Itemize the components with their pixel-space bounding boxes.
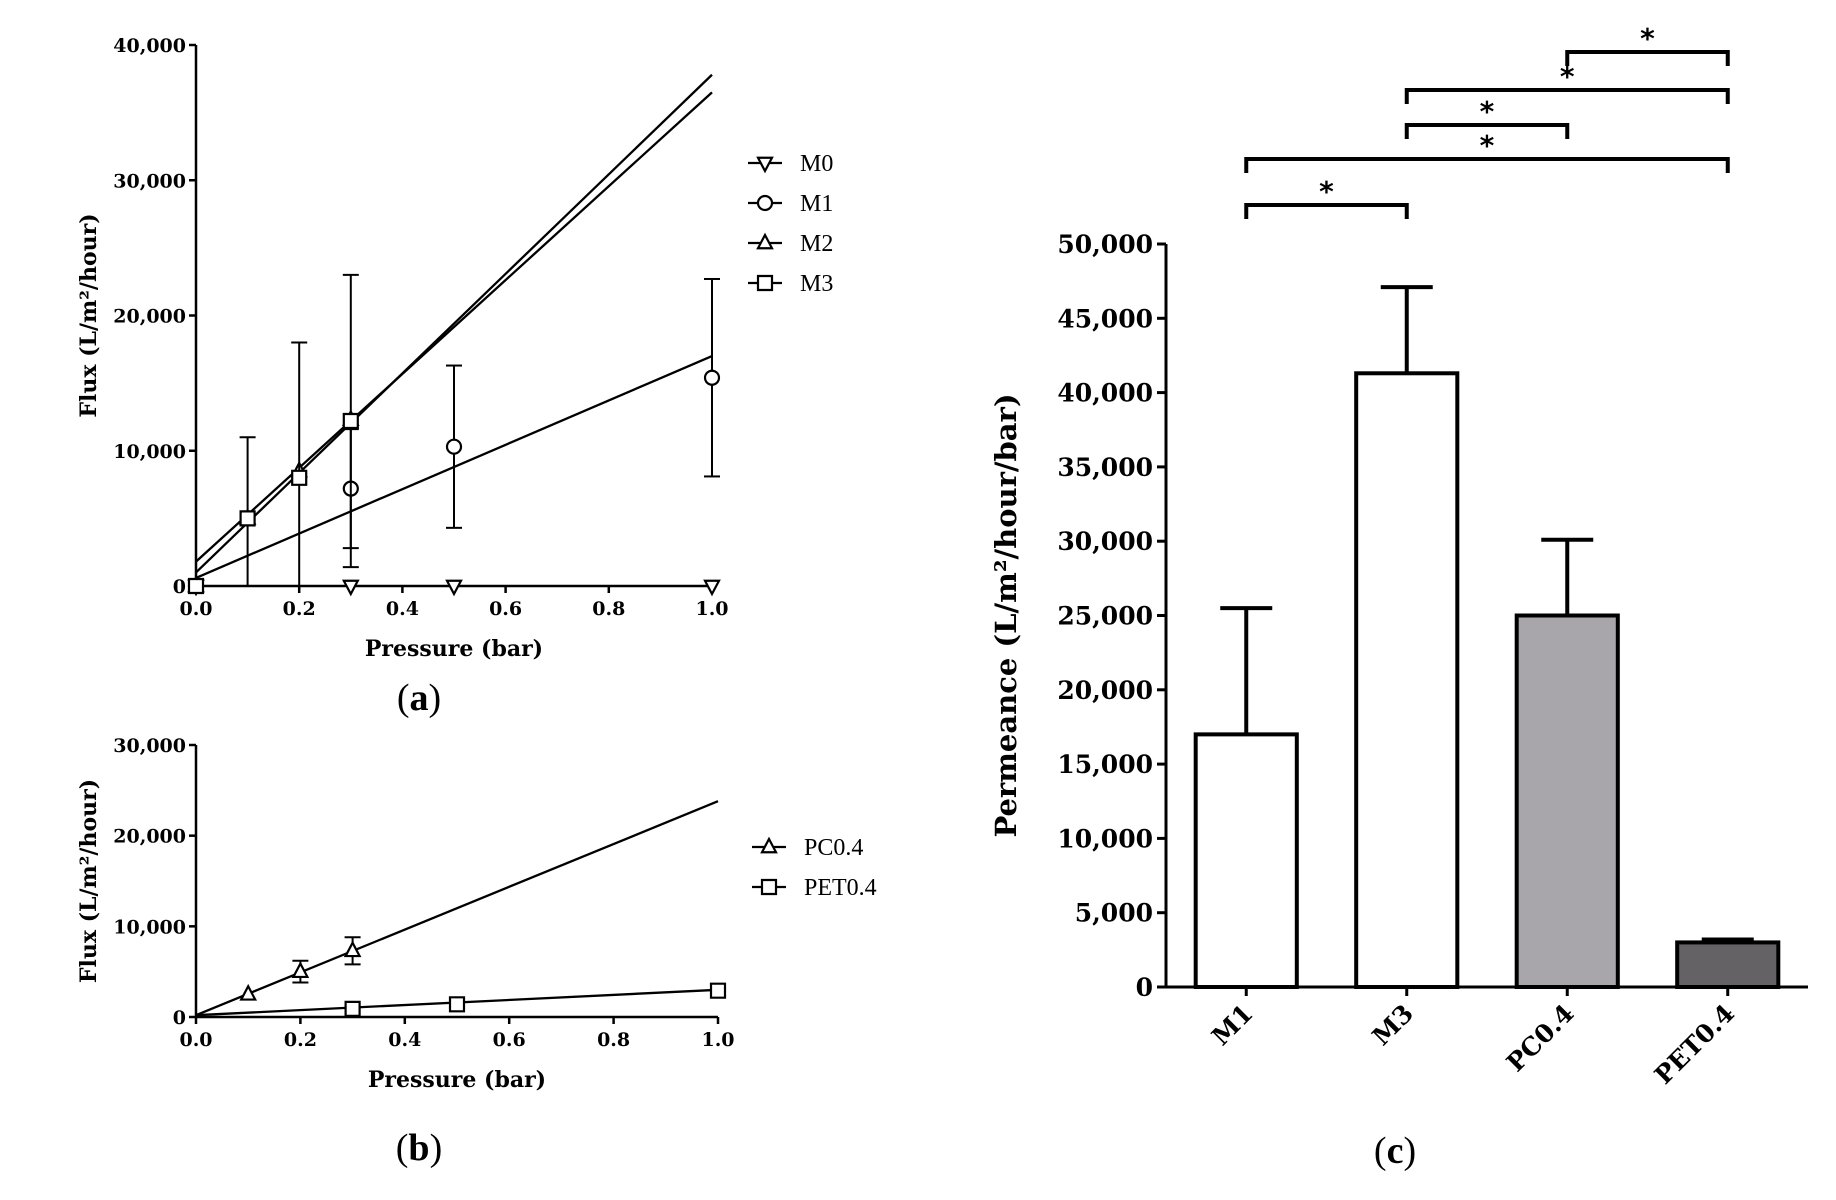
bar-PC0.4 (1514, 613, 1620, 989)
y-tick-label: 10,000 (1057, 824, 1153, 853)
fit-line-M2 (195, 91, 713, 563)
significance-bracket (1565, 50, 1730, 66)
legend-label-PC0.4: PC0.4 (804, 835, 863, 861)
data-point-M0 (445, 579, 463, 597)
y-tick-label: 30,000 (1057, 527, 1153, 556)
y-tick-label: 0 (173, 1007, 186, 1029)
significance-bracket (1244, 203, 1409, 219)
x-tick-label: 1.0 (695, 598, 728, 620)
data-point-M3 (342, 412, 359, 430)
y-tick-label: 0 (173, 576, 186, 598)
panel-c: 0 5,000 10,000 15,000 20,000 25,000 30,000 35,0… (989, 22, 1808, 1172)
bar-PET0.4 (1675, 940, 1781, 989)
y-tick-label: 50,000 (1057, 230, 1153, 259)
fit-line-PC0.4 (195, 800, 719, 1017)
significance-star: * (1640, 22, 1655, 55)
x-tick-label: 0.8 (597, 1029, 630, 1051)
x-tick-label: 0.2 (284, 1029, 317, 1051)
legend-label-M1: M1 (800, 191, 833, 217)
legend-label-M0: M0 (800, 151, 833, 177)
data-point-M0 (341, 579, 360, 597)
y-tick-label: 25,000 (1057, 602, 1153, 631)
x-tick-label-PET0.4: PET0.4 (1649, 999, 1740, 1090)
panel-b: 0 10,000 20,000 30,000 0.0 0.2 0.4 0.6 0.8 1.0 Pre… (76, 735, 877, 1169)
y-tick-label: 40,000 (1057, 379, 1153, 408)
x-tick-label-M1: M1 (1206, 999, 1258, 1051)
data-point-PET0.4 (709, 982, 727, 999)
bar-M3 (1354, 371, 1460, 990)
x-tick-label: 0.4 (388, 1029, 421, 1051)
data-point-M0 (703, 579, 721, 597)
y-axis-label: Permeance (L/m²/hour/bar) (989, 393, 1023, 837)
bar-M1 (1193, 732, 1299, 989)
panel-label: (c) (1374, 1130, 1416, 1172)
y-axis-label: Flux (L/m²/hour) (76, 213, 102, 417)
legend-marker (760, 878, 778, 896)
x-tick-label: 0.0 (179, 1029, 212, 1051)
data-point-PET0.4 (448, 996, 466, 1013)
panel-label: (b) (396, 1127, 442, 1169)
x-tick-label: 0.6 (493, 1029, 526, 1051)
x-tick-label: 0.6 (489, 598, 522, 620)
data-point-M3 (291, 469, 308, 486)
significance-star: * (1480, 129, 1495, 162)
legend-label-M3: M3 (800, 271, 833, 297)
legend-label-PET0.4: PET0.4 (804, 875, 877, 901)
x-axis-label: Pressure (bar) (368, 1067, 546, 1093)
y-tick-label: 40,000 (113, 35, 186, 57)
x-tick-label: 0.4 (386, 598, 419, 620)
x-axis-label: Pressure (bar) (365, 636, 543, 662)
legend-marker (756, 156, 774, 174)
y-tick-label: 20,000 (113, 306, 186, 328)
y-tick-label: 5,000 (1075, 899, 1153, 928)
legend-marker (756, 194, 774, 212)
significance-bracket (1404, 88, 1730, 104)
legend-marker (756, 232, 774, 250)
data-point-PC0.4 (239, 983, 258, 1001)
x-tick-label-PC0.4: PC0.4 (1501, 999, 1580, 1078)
y-tick-label: 30,000 (113, 170, 186, 192)
y-tick-label: 0 (1136, 973, 1153, 1002)
fit-line-M3 (195, 73, 713, 574)
x-tick-label-M3: M3 (1367, 999, 1419, 1051)
data-point-M1 (703, 369, 721, 386)
panel-label: (a) (397, 677, 441, 719)
y-tick-label: 30,000 (113, 735, 186, 757)
y-tick-label: 20,000 (1057, 676, 1153, 705)
x-tick-label: 1.0 (701, 1029, 734, 1051)
x-tick-label: 0.8 (592, 598, 625, 620)
y-tick-label: 10,000 (113, 916, 186, 938)
data-point-M3 (187, 577, 205, 595)
y-tick-label: 10,000 (113, 441, 186, 463)
y-tick-label: 20,000 (113, 826, 186, 848)
data-point-M3 (239, 510, 256, 527)
data-point-PC0.4 (343, 940, 362, 958)
y-tick-label: 45,000 (1057, 304, 1153, 333)
significance-bracket (1244, 157, 1730, 173)
significance-star: * (1319, 175, 1334, 208)
legend-marker (756, 274, 774, 292)
panel-a: 0 10,000 20,000 30,000 40,000 0.0 0.2 0.4 0.6 0.8… (76, 35, 833, 719)
legend-marker (760, 836, 778, 854)
x-tick-label: 0.2 (283, 598, 316, 620)
significance-star: * (1560, 60, 1575, 93)
y-axis-label: Flux (L/m²/hour) (76, 779, 102, 983)
y-tick-label: 15,000 (1057, 750, 1153, 779)
data-point-PET0.4 (344, 1000, 361, 1017)
significance-bracket (1404, 123, 1570, 139)
data-point-PC0.4 (291, 961, 310, 979)
x-tick-label: 0.0 (179, 598, 212, 620)
y-tick-label: 35,000 (1057, 453, 1153, 482)
data-point-M1 (445, 438, 463, 455)
legend-label-M2: M2 (800, 231, 833, 257)
significance-star: * (1480, 95, 1495, 128)
